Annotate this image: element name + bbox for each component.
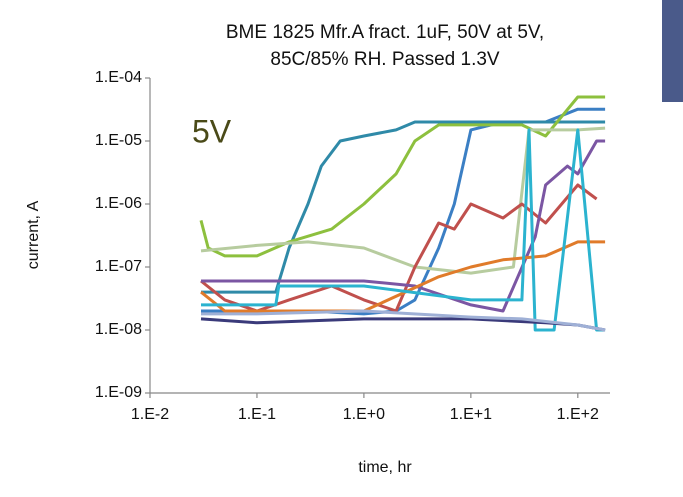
photo-fragment bbox=[662, 0, 683, 102]
series-line bbox=[201, 128, 606, 332]
x-axis-label: time, hr bbox=[358, 459, 412, 476]
y-tick-label: 1.E-09 bbox=[95, 384, 142, 401]
x-tick-label: 1.E+1 bbox=[450, 406, 492, 423]
series-line bbox=[201, 120, 606, 294]
x-tick-label: 1.E-1 bbox=[238, 406, 276, 423]
y-tick-label: 1.E-08 bbox=[95, 321, 142, 338]
y-tick-label: 1.E-06 bbox=[95, 195, 142, 212]
series-line bbox=[199, 95, 606, 258]
series-line bbox=[200, 126, 606, 275]
x-tick-label: 1.E+0 bbox=[343, 406, 385, 423]
series-line bbox=[200, 240, 606, 313]
y-axis-label: current, A bbox=[25, 200, 42, 269]
chart-title: BME 1825 Mfr.A fract. 1uF, 50V at 5V, bbox=[226, 22, 544, 43]
series-line bbox=[201, 309, 606, 332]
series-line bbox=[201, 107, 606, 316]
annotation: 5V bbox=[192, 113, 232, 149]
y-tick-label: 1.E-04 bbox=[95, 69, 142, 86]
series-line bbox=[201, 139, 606, 313]
chart-title: 85C/85% RH. Passed 1.3V bbox=[270, 49, 500, 70]
y-tick-label: 1.E-05 bbox=[95, 132, 142, 149]
x-tick-label: 1.E+2 bbox=[557, 406, 599, 423]
y-tick-label: 1.E-07 bbox=[95, 258, 142, 275]
x-tick-label: 1.E-2 bbox=[131, 406, 169, 423]
